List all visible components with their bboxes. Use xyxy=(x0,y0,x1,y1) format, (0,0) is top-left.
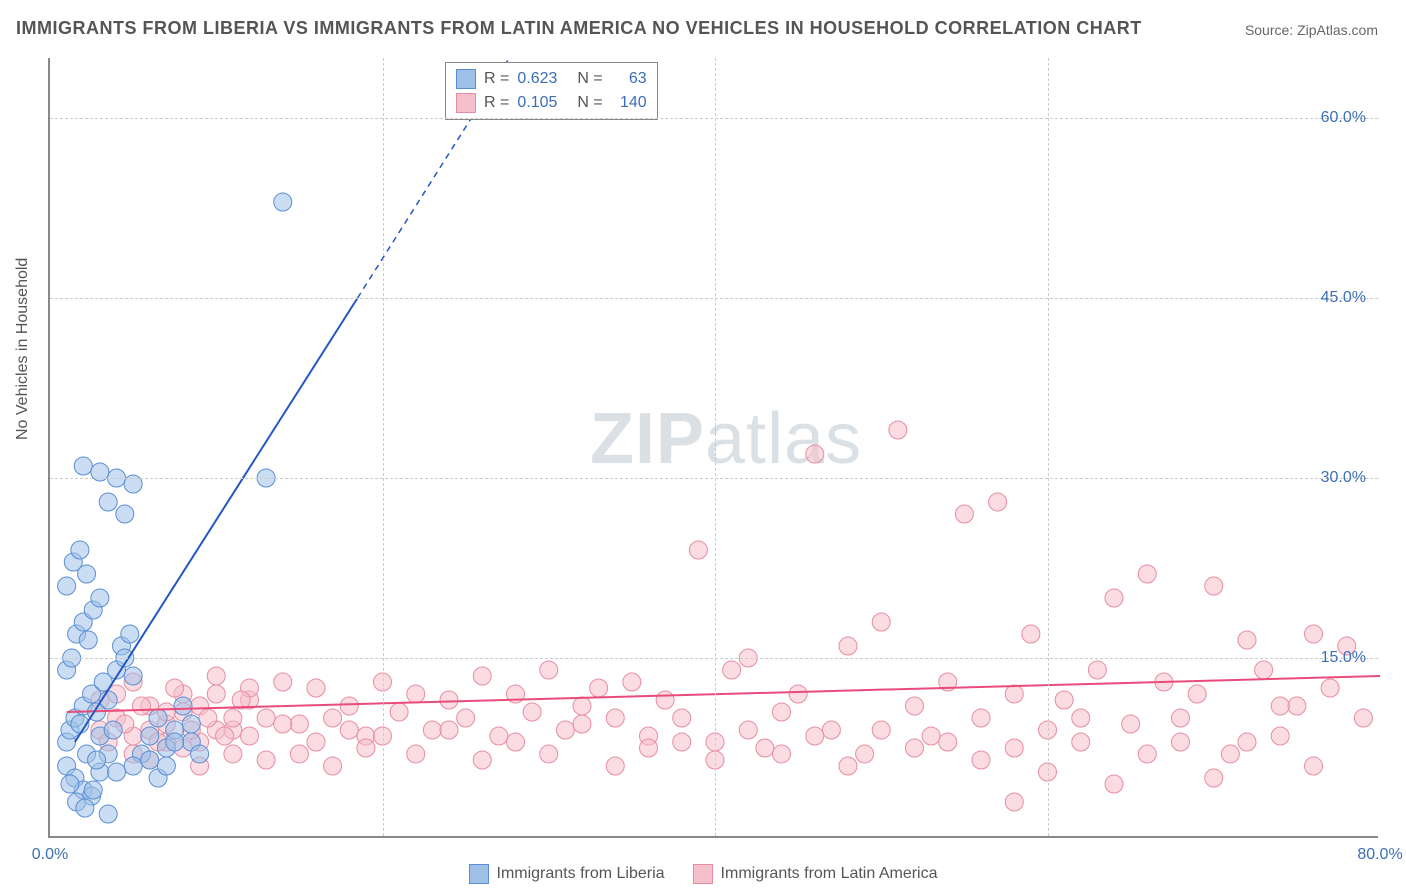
legend-item-b: Immigrants from Latin America xyxy=(693,864,938,884)
n-label: N = xyxy=(577,67,602,91)
source-attribution: Source: ZipAtlas.com xyxy=(1245,22,1378,38)
stats-row-a: R = 0.623 N = 63 xyxy=(456,67,647,91)
y-tick-label: 15.0% xyxy=(1321,649,1366,667)
chart-title: IMMIGRANTS FROM LIBERIA VS IMMIGRANTS FR… xyxy=(16,18,1142,39)
legend-item-a: Immigrants from Liberia xyxy=(469,864,665,884)
r-label: R = xyxy=(484,91,509,115)
bottom-legend: Immigrants from Liberia Immigrants from … xyxy=(0,864,1406,884)
swatch-b-icon xyxy=(456,93,476,113)
x-tick-label: 0.0% xyxy=(32,846,68,864)
swatch-a-icon xyxy=(456,69,476,89)
plot-area: ZIPatlas R = 0.623 N = 63 R = 0.105 N = … xyxy=(48,58,1378,838)
y-axis-label: No Vehicles in Household xyxy=(14,258,32,440)
legend-label-a: Immigrants from Liberia xyxy=(497,865,665,883)
r-value-a: 0.623 xyxy=(517,67,569,91)
swatch-b-icon xyxy=(693,864,713,884)
stats-legend: R = 0.623 N = 63 R = 0.105 N = 140 xyxy=(445,62,658,120)
swatch-a-icon xyxy=(469,864,489,884)
y-tick-label: 30.0% xyxy=(1321,469,1366,487)
stats-row-b: R = 0.105 N = 140 xyxy=(456,91,647,115)
n-value-b: 140 xyxy=(611,91,647,115)
y-tick-label: 45.0% xyxy=(1321,289,1366,307)
y-tick-label: 60.0% xyxy=(1321,109,1366,127)
r-label: R = xyxy=(484,67,509,91)
n-value-a: 63 xyxy=(611,67,647,91)
legend-label-b: Immigrants from Latin America xyxy=(721,865,938,883)
x-tick-label: 80.0% xyxy=(1357,846,1402,864)
n-label: N = xyxy=(577,91,602,115)
r-value-b: 0.105 xyxy=(517,91,569,115)
